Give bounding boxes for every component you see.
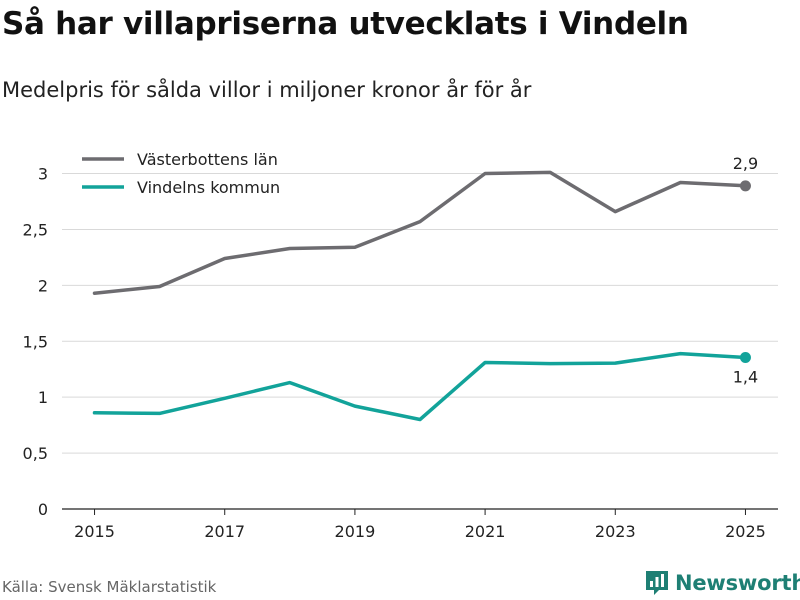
y-tick-label: 0 — [38, 500, 48, 519]
series-end-label: 2,9 — [733, 154, 758, 173]
source-note: Källa: Svensk Mäklarstatistik — [2, 578, 217, 596]
legend-label: Vindelns kommun — [137, 178, 280, 197]
x-tick-label: 2025 — [725, 522, 766, 541]
series-line-vindelns-kommun — [92, 351, 748, 422]
x-tick-label: 2015 — [74, 522, 115, 541]
x-tick-label: 2021 — [465, 522, 506, 541]
axes: 0 0,5 1 1,5 2 2,5 3 2015 2017 2019 2021 2023 2025 — [23, 165, 778, 541]
series-end-point — [739, 180, 751, 192]
y-tick-label: 2,5 — [23, 220, 48, 239]
newsworthy-logo-icon — [646, 571, 668, 595]
y-tick-label: 1 — [38, 388, 48, 407]
chart-title: Så har villapriserna utvecklats i Vindel… — [2, 6, 689, 42]
x-tick-label: 2017 — [204, 522, 245, 541]
series-end-label: 1,4 — [733, 367, 758, 386]
y-tick-label: 3 — [38, 165, 48, 184]
x-tick-label: 2019 — [335, 522, 376, 541]
newsworthy-logo-text: Newsworthy — [675, 571, 800, 595]
legend-label: Västerbottens län — [137, 150, 278, 169]
chart-subtitle: Medelpris för sålda villor i miljoner kr… — [2, 78, 532, 102]
x-tick-label: 2023 — [595, 522, 636, 541]
series-line-vasterbottens-lan — [92, 170, 748, 295]
legend: Västerbottens län Vindelns kommun — [82, 150, 280, 197]
y-tick-label: 0,5 — [23, 444, 48, 463]
grid — [62, 173, 778, 454]
y-tick-label: 2 — [38, 276, 48, 295]
y-tick-label: 1,5 — [23, 332, 48, 351]
newsworthy-logo: Newsworthy — [645, 570, 800, 596]
series-end-point — [739, 351, 751, 363]
series-group: 2,9 1,4 — [92, 154, 758, 422]
